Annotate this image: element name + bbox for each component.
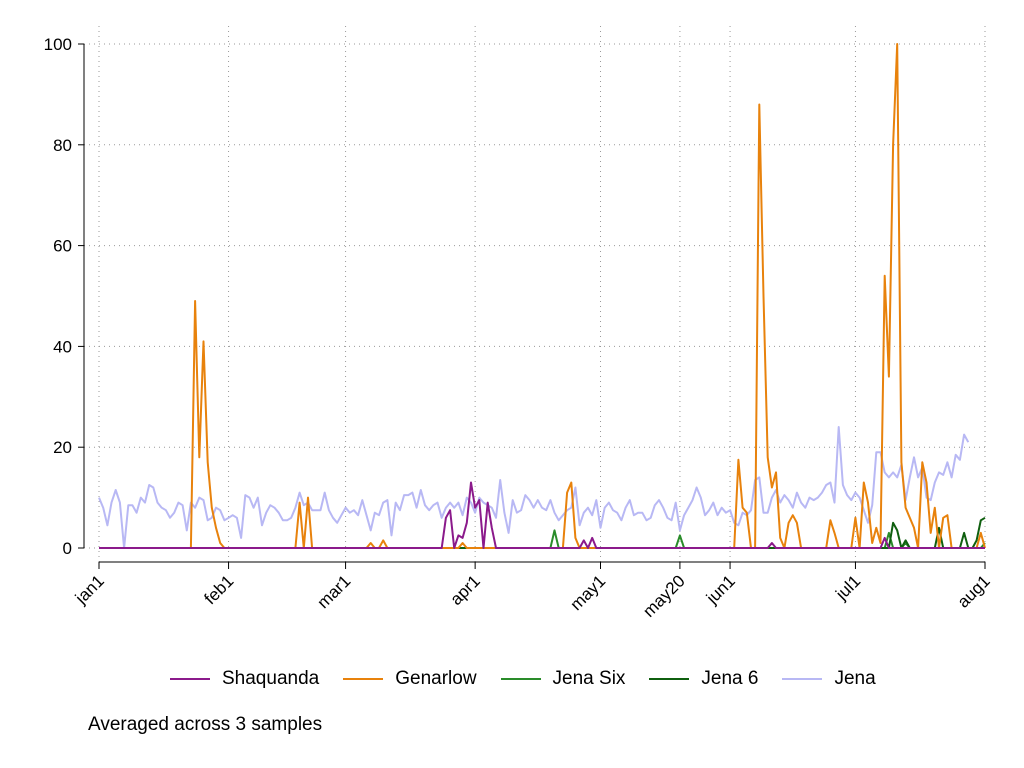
x-tick-label: jan1 (71, 571, 108, 608)
y-tick-label: 40 (53, 337, 72, 356)
legend-item: Jena (782, 668, 876, 690)
legend-swatch (343, 678, 384, 680)
series-line-shaquanda (99, 481, 985, 549)
series-lines (98, 43, 986, 549)
y-tick-label: 0 (63, 539, 72, 558)
legend-item: Shaquanda (170, 668, 319, 690)
series-line-genarlow (99, 43, 986, 549)
legend-label: Jena Six (552, 668, 626, 689)
x-tick-label: jul1 (831, 571, 864, 604)
y-tick-label: 80 (53, 136, 72, 155)
legend-swatch (500, 678, 541, 680)
legend-swatch (649, 678, 690, 680)
legend-item: Jena Six (500, 668, 626, 690)
grid-lines (84, 26, 986, 562)
series-line-jena (98, 426, 970, 549)
y-tick-label: 60 (53, 237, 72, 256)
legend-label: Shaquanda (222, 668, 320, 689)
legend-swatch (170, 678, 210, 680)
legend: Shaquanda Genarlow Jena Six Jena 6 Jena (170, 668, 900, 690)
legend-label: Jena (834, 668, 876, 689)
x-tick-label: apr1 (446, 571, 483, 608)
legend-label: Jena 6 (701, 668, 759, 689)
y-tick-label: 20 (53, 438, 72, 457)
x-tick-label: jun1 (702, 571, 739, 608)
legend-swatch (782, 678, 823, 680)
line-chart: 0 20 40 60 80 100 jan1 feb1 mar1 apr1 may1 may20 jun… (44, 26, 994, 621)
x-tick-label: may20 (639, 571, 689, 621)
legend-item: Genarlow (343, 668, 477, 690)
x-tick-label: feb1 (201, 571, 238, 608)
y-tick-label: 100 (44, 35, 72, 54)
footnote: Averaged across 3 samples (88, 714, 323, 735)
legend-item: Jena 6 (649, 668, 758, 690)
legend-label: Genarlow (395, 668, 477, 689)
axes (78, 43, 986, 569)
x-tick-label: aug1 (954, 571, 994, 611)
x-tick-label: may1 (567, 571, 610, 614)
tick-labels: 0 20 40 60 80 100 jan1 feb1 mar1 apr1 may1 may20 jun… (44, 35, 994, 621)
x-tick-label: mar1 (314, 571, 355, 612)
